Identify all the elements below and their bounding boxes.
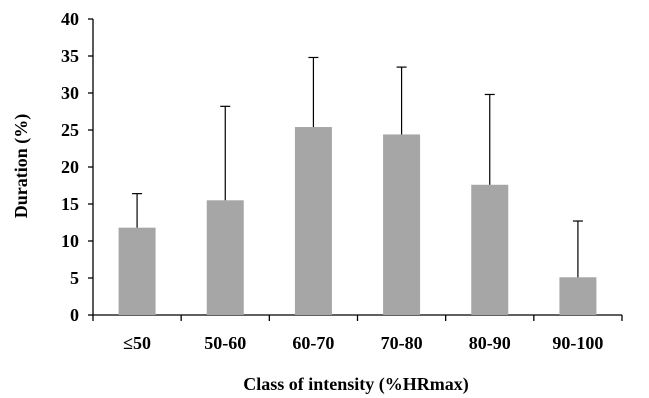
x-tick-label: 50-60 — [204, 333, 246, 353]
x-tick-label: 90-100 — [552, 333, 603, 353]
y-tick-label: 25 — [61, 120, 79, 140]
bar-4 — [471, 184, 509, 315]
x-tick-label: ≤50 — [123, 333, 151, 353]
bar-2 — [294, 127, 332, 315]
bar-0 — [118, 227, 156, 315]
error-bars-group — [132, 56, 583, 278]
x-tick-label: 60-70 — [292, 333, 334, 353]
y-tick-label: 0 — [70, 305, 79, 325]
x-tick-label: 70-80 — [381, 333, 423, 353]
bar-3 — [383, 134, 421, 315]
bars-group — [118, 127, 597, 315]
y-tick-label: 5 — [70, 268, 79, 288]
y-tick-label: 40 — [61, 9, 79, 29]
y-tick-label: 30 — [61, 83, 79, 103]
x-axis-title: Class of intensity (%HRmax) — [243, 374, 469, 395]
x-axis: ≤50 50-60 60-70 70-80 80-90 90-100 — [92, 314, 623, 353]
y-axis: 0 5 10 15 20 25 30 35 40 — [61, 9, 94, 325]
y-tick-label: 35 — [61, 46, 79, 66]
y-tick-label: 15 — [61, 194, 79, 214]
y-tick-label: 10 — [61, 231, 79, 251]
bar-1 — [206, 200, 244, 315]
y-tick-label: 20 — [61, 157, 79, 177]
y-axis-title: Duration (%) — [11, 114, 32, 219]
bar-5 — [559, 277, 597, 315]
x-tick-label: 80-90 — [469, 333, 511, 353]
